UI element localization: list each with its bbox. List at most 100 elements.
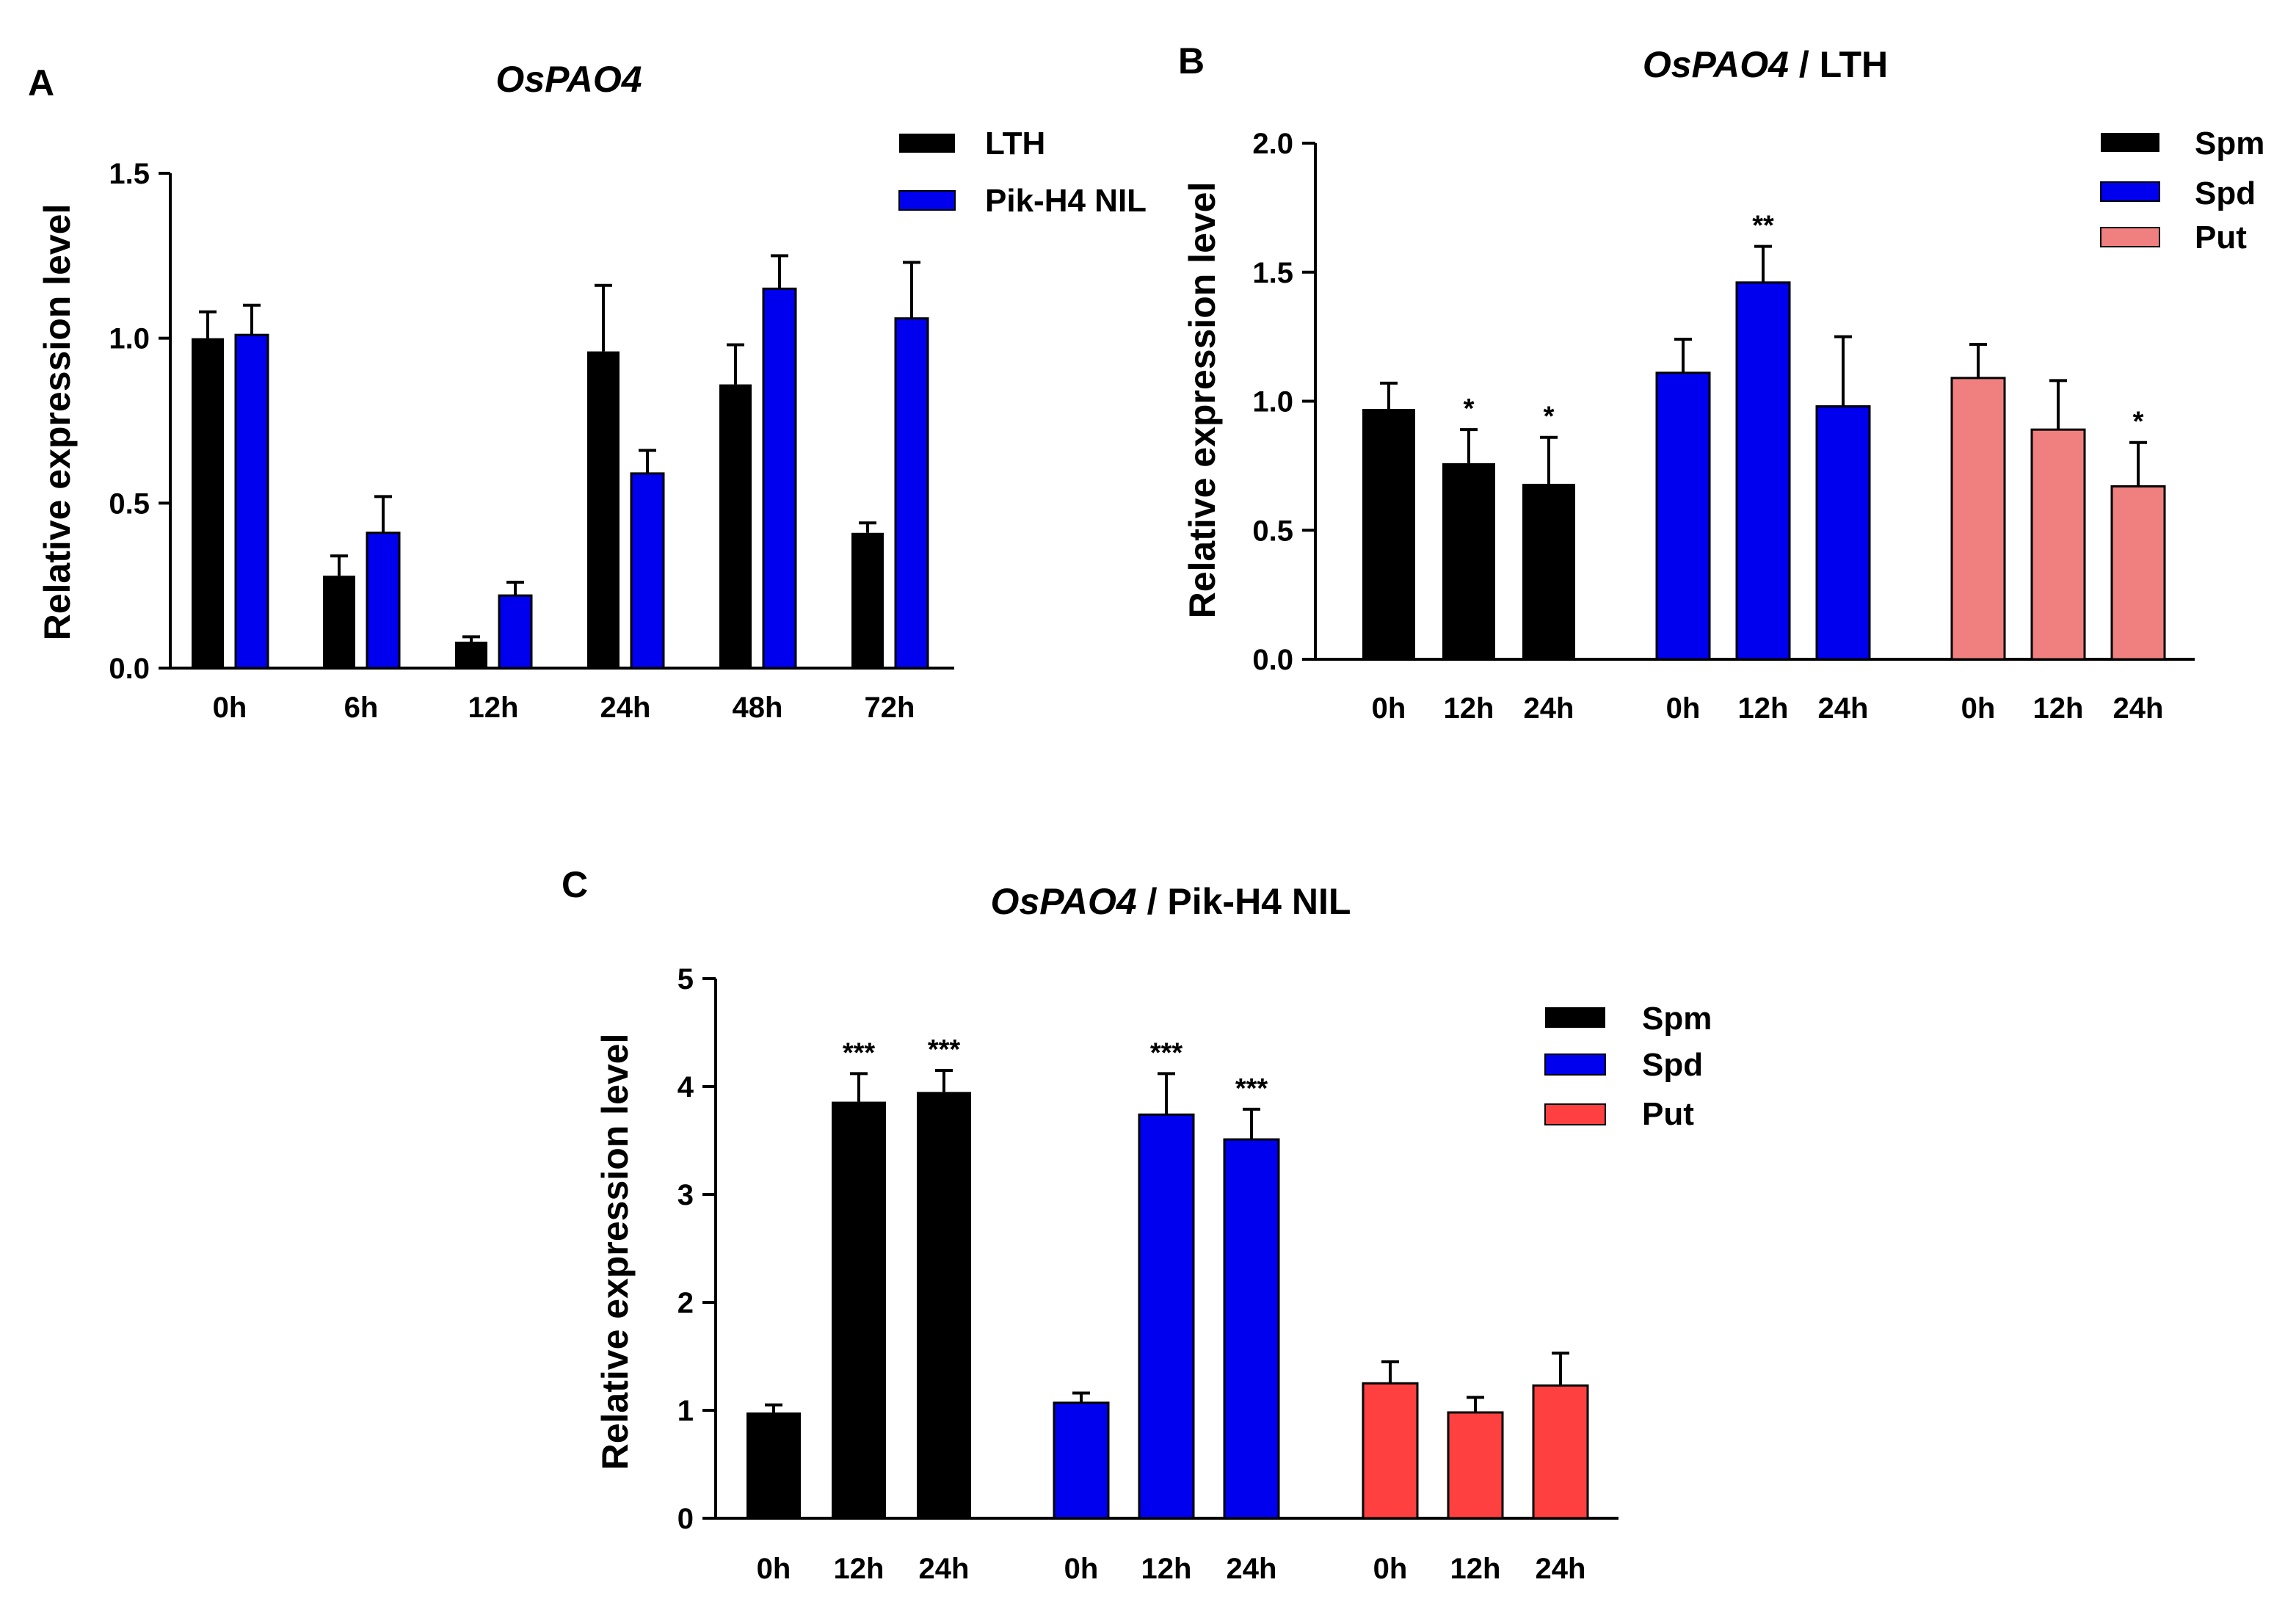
panel-c-title-suffix: / Pik-H4 NIL xyxy=(1137,881,1351,922)
panel-c-x-tick-label: 12h xyxy=(834,1553,884,1585)
panel-c-y-tick-label: 0 xyxy=(677,1503,694,1535)
panel-a-letter: A xyxy=(28,62,54,104)
bar-spd-24h xyxy=(1815,405,1871,661)
panel-c-y-tick-label: 3 xyxy=(677,1179,694,1211)
legend-label-pik-h4-nil: Pik-H4 NIL xyxy=(985,183,1147,219)
bar-spd-0h xyxy=(1655,371,1711,661)
bar-spd-24h xyxy=(1223,1138,1280,1520)
bar-put-12h xyxy=(1447,1411,1504,1520)
panel-c-y-tick-label: 1 xyxy=(677,1395,694,1427)
panel-a: A OsPAO4 Relative expression level 0.00.… xyxy=(28,59,1147,724)
panel-a-y-tick-label: 1.0 xyxy=(109,323,150,355)
bar-pik-h4-nil-6h xyxy=(366,532,401,670)
panel-b-y-tick-label: 1.5 xyxy=(1252,257,1293,289)
legend-label-put: Put xyxy=(1642,1096,1694,1132)
bar-put-24h xyxy=(2110,485,2166,661)
panel-c-title: OsPAO4 / Pik-H4 NIL xyxy=(991,881,1351,922)
significance-label: * xyxy=(2133,407,2144,438)
panel-a-x-tick-labels: 0h 6h 12h 24h 48h 72h xyxy=(213,692,915,724)
panel-b-title-suffix: / LTH xyxy=(1789,44,1888,85)
bar-pik-h4-nil-48h xyxy=(762,287,797,670)
panel-c-y-tick-label: 4 xyxy=(677,1071,694,1103)
panel-b-bars: * **** xyxy=(1362,211,2166,661)
significance-label: * xyxy=(1464,394,1475,424)
panel-c-y-ticks: 0 1 2 3 4 5 xyxy=(677,963,716,1535)
panel-b-x-tick-label: 12h xyxy=(1444,692,1494,725)
significance-label: ** xyxy=(1752,211,1774,242)
bar-lth-0h xyxy=(192,338,224,668)
panel-a-title-gene: OsPAO4 xyxy=(495,59,642,100)
panel-b-y-tick-label: 0.0 xyxy=(1252,644,1293,676)
bar-lth-12h xyxy=(455,642,487,668)
panel-c-x-tick-label: 24h xyxy=(919,1553,970,1585)
panel-b-legend: Spm Spd Put xyxy=(2100,126,2264,255)
panel-a-x-tick-label: 6h xyxy=(344,692,379,724)
bar-put-0h xyxy=(1362,1382,1419,1520)
bar-put-0h xyxy=(1950,377,2006,661)
legend-swatch-spd xyxy=(1544,1054,1606,1076)
panel-c-x-tick-label: 24h xyxy=(1227,1553,1277,1585)
legend-label-spd: Spd xyxy=(2195,175,2256,211)
panel-b-y-tick-label: 0.5 xyxy=(1252,515,1293,547)
panel-c-x-tick-label: 24h xyxy=(1536,1553,1586,1585)
panel-c-title-gene: OsPAO4 xyxy=(991,881,1137,922)
panel-a-legend: LTH Pik-H4 NIL xyxy=(898,126,1147,219)
bar-pik-h4-nil-72h xyxy=(894,317,929,670)
panel-b-x-tick-label: 24h xyxy=(2113,692,2164,725)
panel-b-y-tick-label: 1.0 xyxy=(1252,386,1293,418)
panel-c-x-tick-label: 0h xyxy=(757,1553,791,1585)
significance-label: * xyxy=(1544,402,1555,432)
bar-spd-12h xyxy=(1138,1113,1195,1520)
bar-spm-0h xyxy=(1362,409,1415,659)
panel-b-y-axis-label: Relative expression level xyxy=(1182,182,1223,619)
panel-c-y-tick-label: 2 xyxy=(677,1287,694,1319)
panel-b-x-tick-label: 0h xyxy=(1961,692,1996,725)
panel-a-x-tick-label: 12h xyxy=(468,692,519,724)
legend-label-spm: Spm xyxy=(2195,126,2264,162)
significance-label: *** xyxy=(1150,1037,1183,1068)
bar-lth-48h xyxy=(719,384,752,668)
panel-a-bars xyxy=(192,254,929,670)
legend-swatch-spm xyxy=(2101,133,2159,152)
panel-c-x-tick-labels: 0h 12h 24h 0h 12h 24h 0h 12h 24h xyxy=(757,1553,1586,1585)
significance-label: *** xyxy=(928,1034,961,1065)
panel-a-x-tick-label: 72h xyxy=(865,692,915,724)
panel-c-y-axis-label: Relative expression level xyxy=(595,1034,636,1470)
panel-b-title: OsPAO4 / LTH xyxy=(1643,44,1888,85)
legend-label-spm: Spm xyxy=(1642,1001,1712,1037)
panel-c-x-tick-label: 0h xyxy=(1064,1553,1099,1585)
bar-pik-h4-nil-24h xyxy=(630,472,665,670)
bar-spm-12h xyxy=(832,1101,886,1518)
bar-spm-12h xyxy=(1442,463,1495,659)
panel-a-y-axis-label: Relative expression level xyxy=(37,204,78,641)
bar-lth-72h xyxy=(851,532,884,668)
bar-put-12h xyxy=(2030,428,2086,661)
bar-spm-24h xyxy=(1522,483,1575,659)
legend-label-put: Put xyxy=(2195,220,2247,255)
panel-a-y-tick-label: 1.5 xyxy=(109,158,150,190)
panel-b-title-gene: OsPAO4 xyxy=(1643,44,1789,85)
panel-c-x-tick-label: 12h xyxy=(1450,1553,1501,1585)
panel-a-x-tick-label: 0h xyxy=(213,692,247,724)
panel-a-y-ticks: 0.0 0.5 1.0 1.5 xyxy=(109,158,170,685)
bar-pik-h4-nil-0h xyxy=(234,333,269,670)
bar-spm-24h xyxy=(917,1092,971,1518)
panel-a-x-tick-label: 24h xyxy=(600,692,651,724)
panel-b-y-tick-label: 2.0 xyxy=(1252,128,1293,160)
legend-swatch-put xyxy=(1544,1103,1606,1125)
panel-a-x-tick-label: 48h xyxy=(733,692,783,724)
legend-swatch-spd xyxy=(2100,181,2160,202)
bar-spd-12h xyxy=(1735,281,1791,661)
bar-put-24h xyxy=(1532,1384,1589,1520)
panel-b: B OsPAO4 / LTH Relative expression level… xyxy=(1178,40,2264,725)
panel-b-letter: B xyxy=(1178,40,1205,81)
legend-label-lth: LTH xyxy=(985,126,1045,162)
legend-swatch-lth xyxy=(899,134,955,153)
panel-b-x-tick-labels: 0h 12h 24h 0h 12h 24h 0h 12h 24h xyxy=(1372,692,2164,725)
panel-b-x-tick-label: 0h xyxy=(1666,692,1701,725)
significance-label: *** xyxy=(843,1037,876,1068)
legend-swatch-put xyxy=(2100,227,2160,247)
bar-pik-h4-nil-12h xyxy=(498,594,533,670)
panel-a-title: OsPAO4 xyxy=(495,59,642,100)
